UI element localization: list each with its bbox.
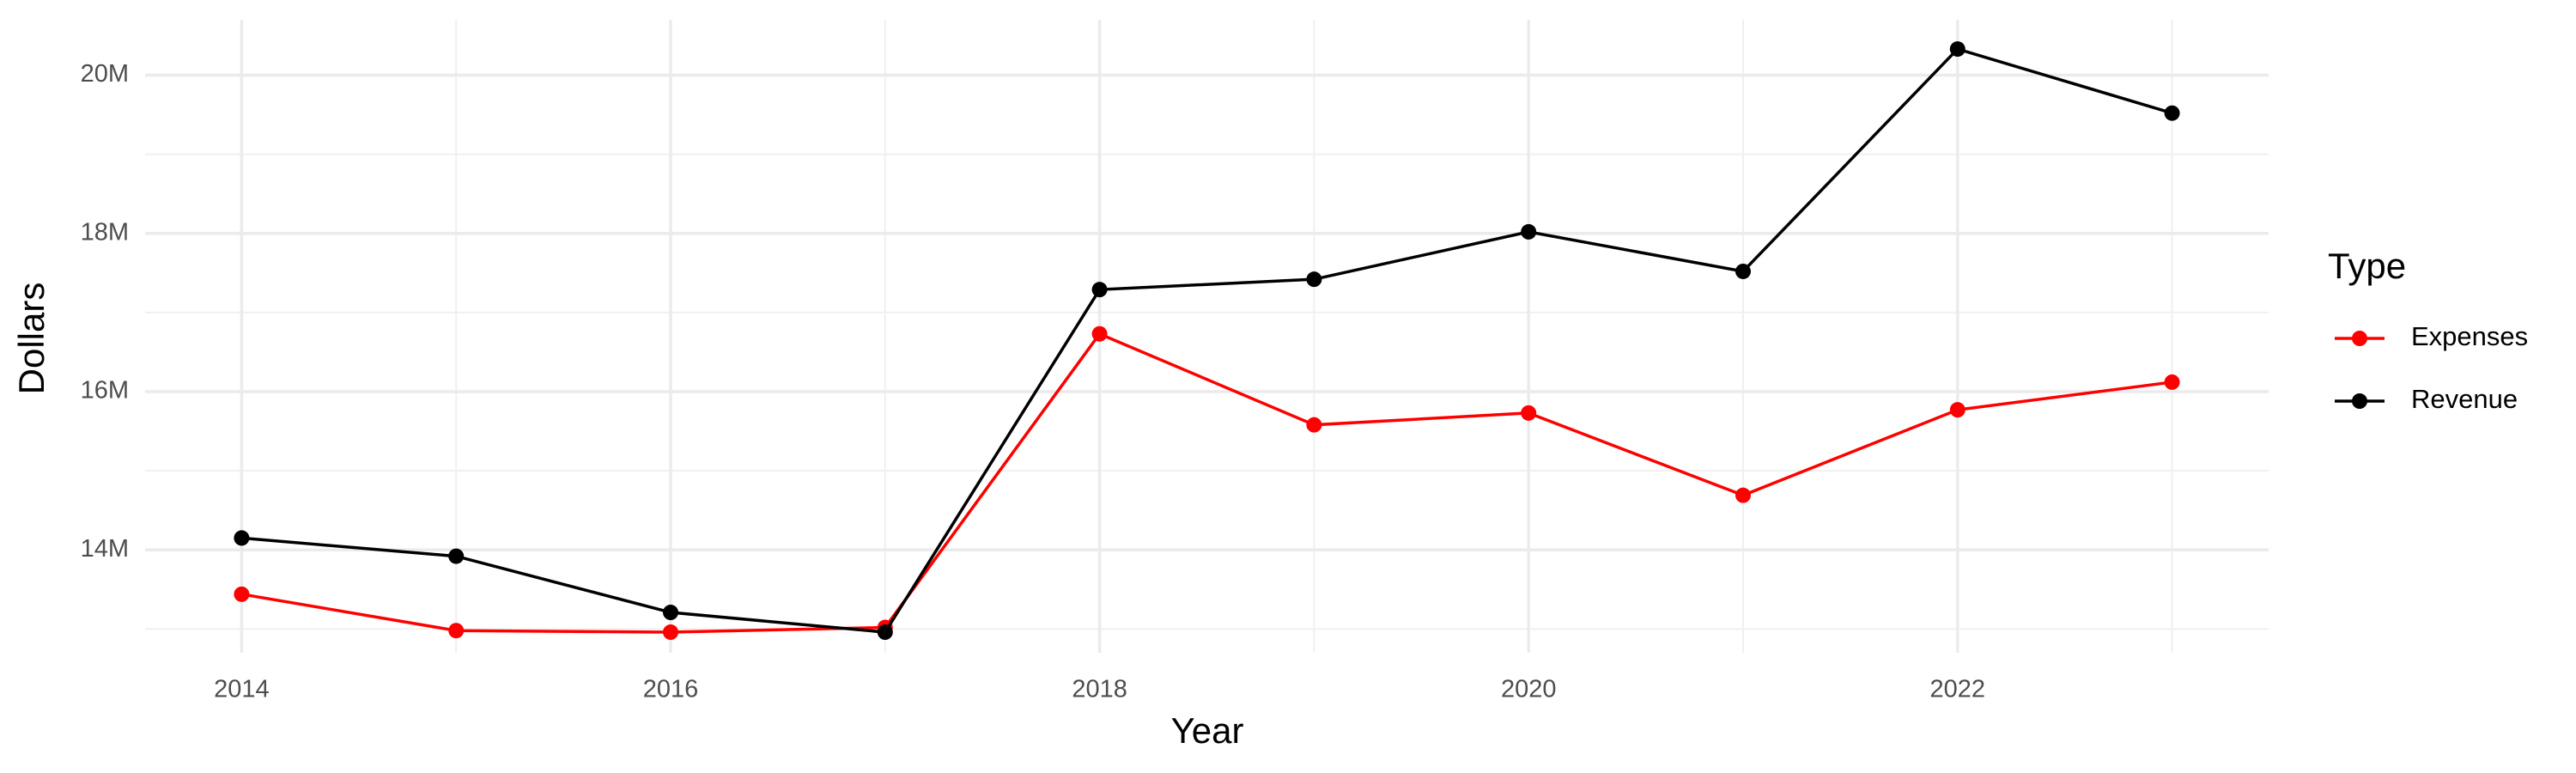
data-point bbox=[1735, 263, 1751, 279]
series-line bbox=[241, 47, 2173, 634]
legend-label: Revenue bbox=[2411, 384, 2518, 414]
data-point bbox=[1091, 282, 1108, 298]
y-tick-label: 20M bbox=[81, 60, 129, 88]
x-tick-label: 2018 bbox=[1072, 676, 1127, 703]
x-tick-label: 2022 bbox=[1930, 676, 1986, 703]
data-point bbox=[2164, 105, 2180, 121]
data-point bbox=[663, 605, 679, 621]
data-point bbox=[448, 548, 465, 564]
x-axis-title: Year bbox=[1171, 710, 1244, 751]
data-point bbox=[1521, 223, 1537, 240]
plot-marks bbox=[234, 41, 2180, 641]
grid bbox=[145, 20, 2269, 653]
x-tick-label: 2020 bbox=[1501, 676, 1557, 703]
x-tick-label: 2014 bbox=[214, 676, 270, 703]
data-point bbox=[448, 623, 465, 639]
data-point bbox=[877, 624, 893, 641]
data-point bbox=[1521, 405, 1537, 421]
data-point bbox=[1306, 271, 1322, 288]
data-point bbox=[1306, 417, 1322, 433]
legend-point bbox=[2352, 331, 2367, 346]
y-tick-label: 14M bbox=[81, 535, 129, 563]
series-line bbox=[241, 332, 2172, 634]
data-point bbox=[1735, 487, 1751, 503]
data-point bbox=[1949, 402, 1965, 418]
legend-label: Expenses bbox=[2411, 321, 2528, 351]
data-point bbox=[234, 530, 250, 546]
data-point bbox=[1091, 326, 1108, 342]
data-point bbox=[2164, 374, 2180, 390]
data-point bbox=[1949, 41, 1965, 58]
x-tick-label: 2016 bbox=[643, 676, 699, 703]
y-tick-label: 16M bbox=[81, 377, 129, 405]
y-tick-label: 18M bbox=[81, 218, 129, 246]
data-point bbox=[663, 624, 679, 641]
legend-point bbox=[2352, 393, 2367, 409]
legend-title: Type bbox=[2328, 246, 2406, 286]
data-point bbox=[234, 586, 250, 602]
y-axis-title: Dollars bbox=[11, 283, 52, 395]
